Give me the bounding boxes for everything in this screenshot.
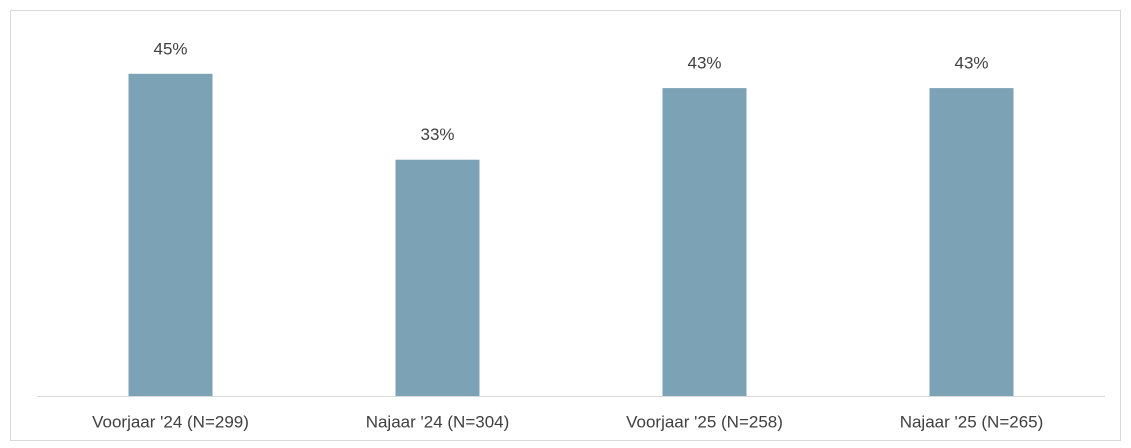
bar bbox=[929, 88, 1014, 397]
value-label: 45% bbox=[153, 39, 187, 58]
value-label: 33% bbox=[420, 125, 454, 144]
x-tick-label: Voorjaar '25 (N=258) bbox=[626, 412, 783, 431]
x-tick-label: Voorjaar '24 (N=299) bbox=[92, 412, 249, 431]
value-label: 43% bbox=[954, 54, 988, 73]
bar bbox=[395, 159, 480, 396]
value-label: 43% bbox=[687, 54, 721, 73]
x-tick-label: Najaar '24 (N=304) bbox=[366, 412, 510, 431]
bar bbox=[662, 88, 747, 397]
bar bbox=[128, 73, 213, 397]
x-tick-label: Najaar '25 (N=265) bbox=[900, 412, 1044, 431]
